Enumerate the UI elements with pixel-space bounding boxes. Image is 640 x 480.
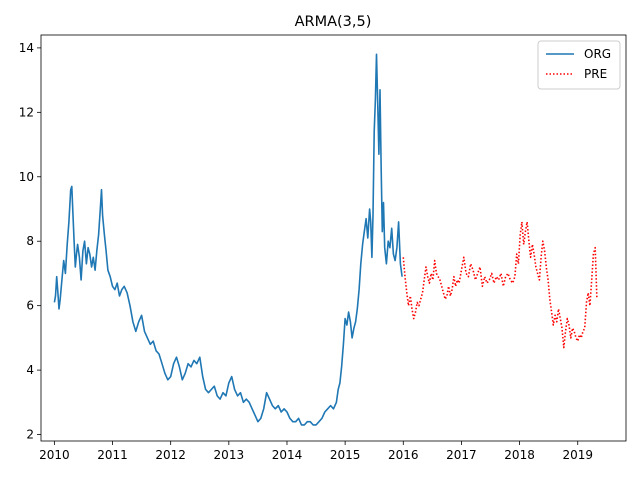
y-tick-label: 10 <box>19 170 34 184</box>
legend: ORG PRE <box>537 40 621 90</box>
chart-title: ARMA(3,5) <box>295 14 372 30</box>
x-tick-label: 2011 <box>97 448 128 462</box>
y-tick-label: 14 <box>19 41 34 55</box>
series-layer <box>53 53 598 426</box>
y-axis: 2 4 6 8 10 12 14 <box>19 41 41 442</box>
y-tick-label: 12 <box>19 105 34 119</box>
x-tick-label: 2017 <box>446 448 477 462</box>
x-tick-label: 2016 <box>388 448 419 462</box>
series-line-org <box>53 53 403 426</box>
x-tick-label: 2013 <box>214 448 245 462</box>
legend-box <box>537 40 621 90</box>
y-tick-label: 6 <box>26 299 34 313</box>
x-tick-label: 2010 <box>39 448 70 462</box>
plot-frame <box>40 34 627 442</box>
x-tick-label: 2014 <box>272 448 303 462</box>
x-tick-label: 2012 <box>155 448 186 462</box>
y-tick-label: 4 <box>26 363 34 377</box>
x-tick-label: 2015 <box>330 448 361 462</box>
x-axis: 2010 2011 2012 2013 2014 2015 2016 2017 2018 2019 <box>39 441 593 462</box>
x-tick-label: 2018 <box>504 448 535 462</box>
y-tick-label: 2 <box>26 428 34 442</box>
y-tick-label: 8 <box>26 234 34 248</box>
x-tick-label: 2019 <box>562 448 593 462</box>
legend-label-org: ORG <box>584 47 611 61</box>
legend-label-pre: PRE <box>584 67 607 81</box>
series-line-pre <box>402 221 598 349</box>
